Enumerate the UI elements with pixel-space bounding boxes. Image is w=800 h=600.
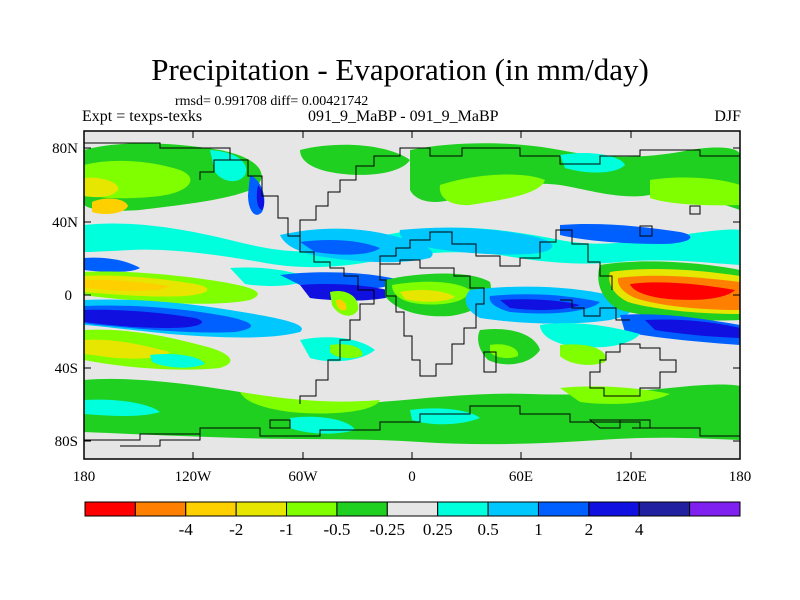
colorbar-box xyxy=(336,501,388,517)
lon-label: 60W xyxy=(288,469,318,485)
lat-label: 0 xyxy=(65,288,73,304)
colorbar-box xyxy=(235,501,288,517)
colorbar-box xyxy=(286,501,338,517)
colorbar-box xyxy=(386,501,439,517)
colorbar-label: -4 xyxy=(179,520,194,539)
colorbar-label: -0.5 xyxy=(323,520,350,539)
chart-title: Precipitation - Evaporation (in mm/day) xyxy=(151,52,649,87)
colorbar-box xyxy=(84,501,136,517)
colorbar-box xyxy=(638,501,691,517)
colorbar-label: 1 xyxy=(534,520,543,539)
lon-axis xyxy=(83,131,741,459)
colorbar-label: 0.5 xyxy=(477,520,498,539)
colorbar-box xyxy=(689,501,741,517)
colorbar-box xyxy=(437,501,489,517)
lat-axis xyxy=(84,147,740,442)
colorbar-box xyxy=(588,501,640,517)
colorbar-label: -1 xyxy=(279,520,293,539)
lon-label: 60E xyxy=(509,469,533,485)
colorbar-box xyxy=(134,501,187,517)
colorbar-label: 2 xyxy=(585,520,594,539)
stats-label: rmsd= 0.991708 diff= 0.00421742 xyxy=(175,94,369,109)
contour-field xyxy=(84,143,740,459)
lon-label: 180 xyxy=(73,469,96,485)
map-plot-area xyxy=(84,131,740,459)
colorbar-labels: -4 -2 -1 -0.5 -0.25 0.25 0.5 1 2 4 xyxy=(179,520,644,539)
lat-label: 80N xyxy=(52,141,78,157)
colorbar-label: -0.25 xyxy=(370,520,405,539)
colorbar-label: 4 xyxy=(635,520,644,539)
colorbar-box xyxy=(185,501,237,517)
lat-label: 40N xyxy=(52,215,78,231)
lat-label: 80S xyxy=(55,434,78,450)
colorbar-box xyxy=(537,501,590,517)
colorbar-box xyxy=(487,501,539,517)
colorbar-label: 0.25 xyxy=(423,520,453,539)
center-label: 091_9_MaBP - 091_9_MaBP xyxy=(308,108,499,125)
colorbar xyxy=(84,501,741,517)
lon-label: 180 xyxy=(729,469,752,485)
lon-label: 120W xyxy=(175,469,213,485)
lon-label: 0 xyxy=(408,469,416,485)
season-label: DJF xyxy=(714,108,741,125)
lat-label: 40S xyxy=(55,361,78,377)
experiment-label: Expt = texps-texks xyxy=(82,108,203,125)
colorbar-label: -2 xyxy=(229,520,243,539)
lon-label: 120E xyxy=(615,469,647,485)
coastline-outlines xyxy=(84,142,740,447)
